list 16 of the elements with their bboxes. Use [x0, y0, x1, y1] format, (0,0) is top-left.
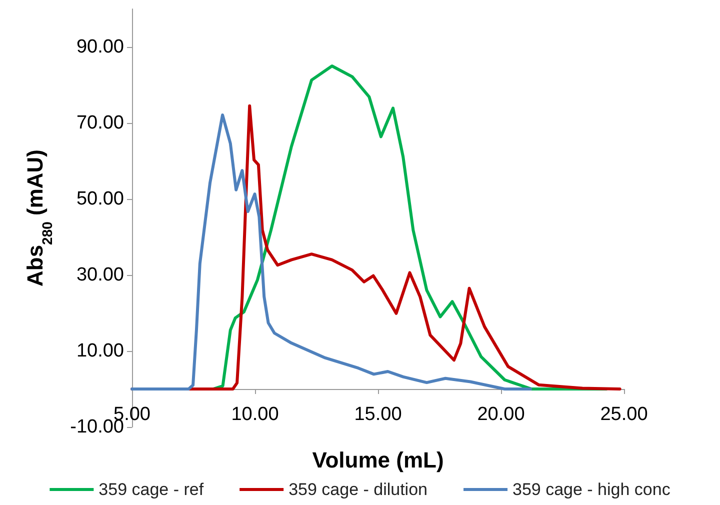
line-series: [130, 114, 532, 390]
line-series: [212, 64, 608, 390]
legend-label: 359 cage - dilution: [288, 480, 428, 499]
y-tick-label: 70.00: [76, 112, 124, 134]
y-tick-label: 10.00: [76, 340, 124, 362]
legend-label: 359 cage - ref: [98, 480, 204, 499]
x-axis-title: Volume (mL): [312, 448, 444, 472]
x-tick-label: 15.00: [354, 404, 402, 425]
x-tick-label: 25.00: [600, 404, 648, 425]
x-tick-label: 20.00: [477, 404, 525, 425]
y-tick-label: 30.00: [76, 264, 124, 286]
y-axis-title: Abs280 (mAU): [22, 149, 55, 287]
y-tick-label: 50.00: [76, 188, 124, 210]
x-tick-label: 10.00: [231, 404, 279, 425]
y-tick-label: 90.00: [76, 36, 124, 58]
legend-label: 359 cage - high conc: [512, 480, 671, 499]
